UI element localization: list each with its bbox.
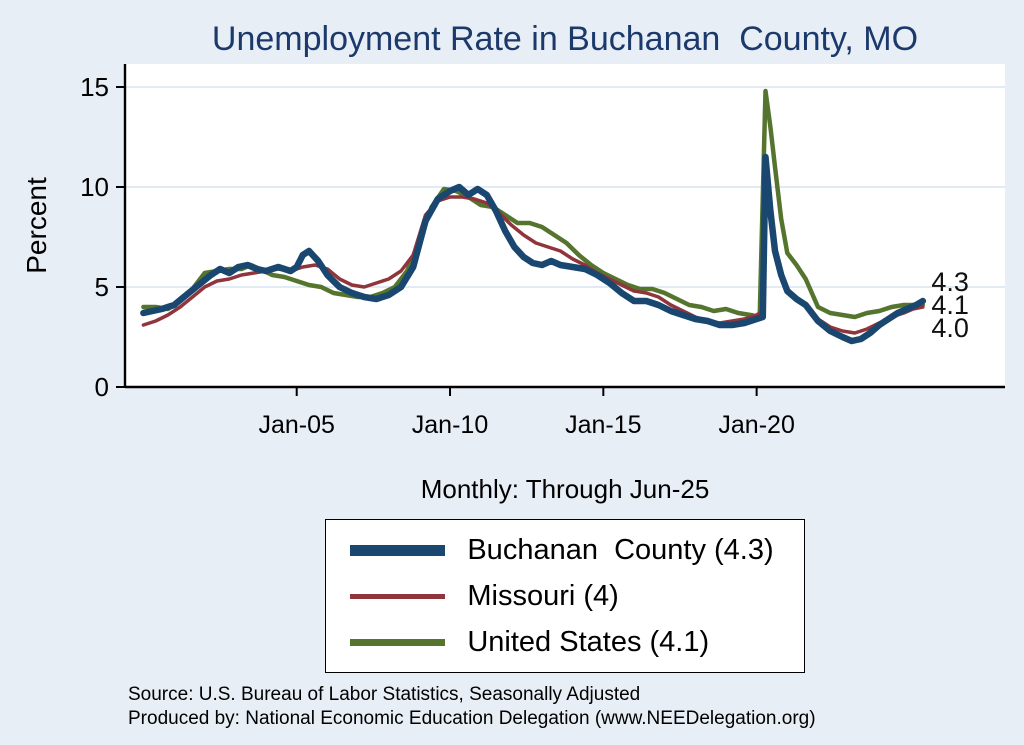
plot-area <box>125 64 1005 387</box>
legend: Buchanan County (4.3) Missouri (4) Unite… <box>325 519 805 674</box>
legend-swatch-united-states <box>350 638 446 646</box>
y-tick-label: 10 <box>80 172 109 202</box>
y-tick-label: 0 <box>95 372 109 402</box>
legend-label-buchanan: Buchanan County (4.3) <box>467 533 774 566</box>
y-axis-title: Percent <box>21 177 52 274</box>
x-tick-label: Jan-15 <box>565 411 641 439</box>
x-tick-label: Jan-20 <box>718 411 794 439</box>
y-tick-label: 5 <box>95 272 109 302</box>
x-tick-label: Jan-10 <box>412 411 488 439</box>
legend-row: United States (4.1) <box>350 622 773 662</box>
end-label-united-states: 4.1 <box>931 290 969 320</box>
legend-row: Buchanan County (4.3) <box>350 530 774 570</box>
legend-swatch-buchanan <box>350 544 446 556</box>
chart-svg: 0 5 10 15 Jan-05 Jan-10 Jan-15 Jan-20 Percent 4.3… <box>21 64 1005 439</box>
legend-swatch-missouri <box>350 593 446 599</box>
legend-row: Missouri (4) <box>350 576 773 616</box>
legend-label-united-states: United States (4.1) <box>467 625 710 658</box>
series-line-buchanan-county <box>140 153 927 345</box>
end-label-missouri: 4.0 <box>931 313 969 343</box>
chart-subtitle: Monthly: Through Jun-25 <box>420 474 710 504</box>
y-tick-label: 15 <box>80 72 109 102</box>
chart-title: Unemployment Rate in Buchanan County, MO <box>211 20 919 58</box>
series-line-united-states <box>141 88 926 320</box>
source-note: Source: U.S. Bureau of Labor Statistics,… <box>128 684 641 706</box>
legend-label-missouri: Missouri (4) <box>467 579 619 612</box>
producer-note: Produced by: National Economic Education… <box>128 708 816 730</box>
x-tick-label: Jan-05 <box>258 411 334 439</box>
end-label-buchanan-county: 4.3 <box>931 267 969 297</box>
